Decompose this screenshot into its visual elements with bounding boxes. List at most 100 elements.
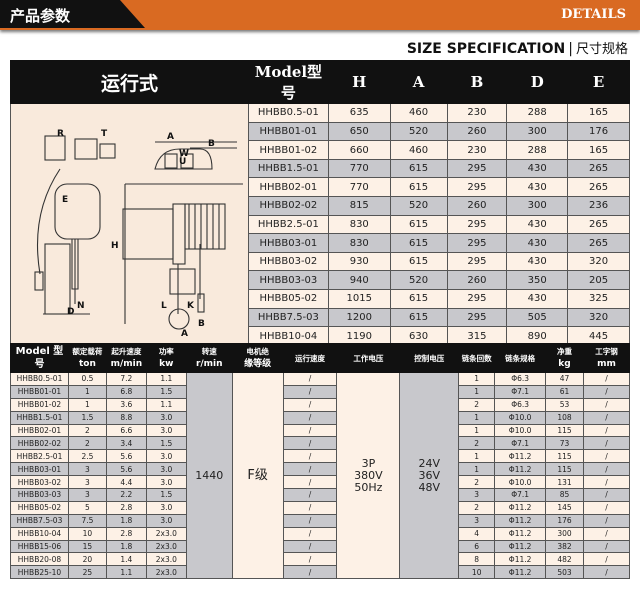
lift-speed-cell: 1.8: [105, 539, 147, 554]
model-cell: HHBB05-02: [247, 289, 329, 309]
load-cell: 2: [67, 436, 107, 451]
spec-table-row: HHBB03-01 3 5.6 3.0/1 Φ11.2 115/: [10, 462, 631, 477]
spec-table-row: HHBB01-01 1 6.8 1.5/1 Φ7.1 61/: [10, 384, 631, 399]
dimension-cell: 520: [389, 270, 448, 291]
dimension-cell: 650: [327, 121, 391, 142]
power-cell: 3.0: [145, 513, 187, 528]
travel-speed-cell: /: [282, 552, 338, 567]
model-cell: HHBB02-02: [247, 196, 329, 216]
spec-col-header: 链条回数: [458, 343, 496, 373]
dimension-cell: 430: [506, 214, 569, 235]
model-cell: HHBB03-03: [247, 270, 329, 291]
model-cell: HHBB02-02: [10, 436, 69, 451]
spec-table-row: HHBB05-02 5 2.8 3.0/2 Φ11.2 145/: [10, 500, 631, 515]
model-cell: HHBB7.5-03: [247, 307, 329, 328]
lift-speed-cell: 3.4: [105, 436, 147, 451]
control-voltage-line: 24V: [418, 456, 441, 470]
diagram-label: D: [67, 307, 74, 317]
dimension-cell: 635: [327, 103, 391, 123]
dimension-cell: 265: [567, 214, 630, 235]
spec-col-header: 功率 kw: [145, 343, 187, 373]
dimension-cell: 615: [389, 251, 448, 272]
dimension-cell: 300: [506, 196, 569, 216]
header-line-2: ton: [78, 359, 96, 369]
header-line-1: 额定载荷: [72, 347, 103, 356]
dimension-cell: 230: [446, 103, 508, 123]
dimension-cell: 295: [446, 233, 508, 253]
dimension-cell: 460: [389, 140, 448, 160]
lift-speed-cell: 2.8: [105, 500, 147, 515]
chain-falls-cell: 2: [458, 475, 496, 490]
load-cell: 2: [67, 423, 107, 438]
weight-cell: 382: [545, 539, 584, 554]
load-cell: 1.5: [67, 410, 107, 425]
power-cell: 2x3.0: [145, 552, 187, 567]
header-line-2: kg: [558, 359, 571, 369]
chain-falls-cell: 1: [458, 462, 496, 477]
section-banner: 产品参数 DETAILS: [0, 0, 640, 30]
weight-cell: 73: [545, 436, 584, 451]
travel-speed-cell: /: [282, 488, 338, 502]
dimension-cell: 320: [567, 307, 630, 328]
dimension-cell: 660: [327, 140, 391, 160]
travel-speed-cell: /: [282, 423, 338, 438]
load-cell: 2.5: [67, 449, 107, 464]
dimension-cell: 430: [506, 158, 569, 179]
model-cell: HHBB03-02: [10, 475, 69, 490]
lift-speed-cell: 5.6: [105, 449, 147, 464]
diagram-label: B: [198, 319, 205, 329]
spec-col-header: 运行速度: [282, 343, 338, 373]
lift-speed-cell: 1.8: [105, 513, 147, 528]
dimension-cell: 230: [446, 140, 508, 160]
chain-falls-cell: 6: [458, 539, 496, 554]
power-cell: 1.1: [145, 372, 187, 386]
control-voltage-line: 48V: [418, 480, 441, 494]
model-cell: HHBB01-01: [10, 384, 69, 399]
power-cell: 2x3.0: [145, 565, 187, 580]
power-cell: 3.0: [145, 410, 187, 425]
banner-title: 产品参数: [10, 7, 71, 25]
header-line-1: 电机绝: [246, 347, 269, 356]
dimension-cell: 350: [506, 270, 569, 291]
weight-cell: 176: [545, 513, 584, 528]
dimension-cell: 430: [506, 251, 569, 272]
banner-black-tab: [0, 0, 145, 28]
chain-spec-cell: Φ11.2: [494, 500, 547, 515]
diagram-label: A: [167, 132, 174, 142]
dimension-cell: 265: [567, 177, 630, 198]
spec-table-row: HHBB15-06 15 1.8 2x3.0/6 Φ11.2 382/: [10, 539, 631, 554]
power-cell: 3.0: [145, 423, 187, 438]
load-cell: 3: [67, 488, 107, 502]
chain-falls-cell: 1: [458, 372, 496, 386]
header-line-2: kw: [159, 359, 174, 369]
spec-table-row: HHBB02-02 2 3.4 1.5/2 Φ7.1 73/: [10, 436, 631, 451]
dimension-cell: 430: [506, 233, 569, 253]
weight-cell: 61: [545, 384, 584, 399]
chain-falls-cell: 2: [458, 436, 496, 451]
lift-speed-cell: 4.4: [105, 475, 147, 490]
lift-speed-cell: 1.4: [105, 552, 147, 567]
model-cell: HHBB2.5-01: [10, 449, 69, 464]
load-cell: 25: [67, 565, 107, 580]
diagram-label: H: [111, 241, 119, 251]
model-cell: HHBB01-01: [247, 121, 329, 142]
spec-table-row: HHBB10-04 10 2.8 2x3.0/4 Φ11.2 300/: [10, 526, 631, 541]
working-voltage-cell: 3P 380V 50Hz: [336, 371, 401, 580]
beam-cell: /: [582, 423, 631, 438]
diagram-label: B: [208, 139, 215, 149]
chain-spec-cell: Φ7.1: [494, 488, 547, 502]
dimension-cell: 295: [446, 251, 508, 272]
spec-table-row: HHBB7.5-03 7.5 1.8 3.0/3 Φ11.2 176/: [10, 513, 631, 528]
weight-cell: 115: [545, 423, 584, 438]
size-col-header: H: [327, 60, 391, 104]
size-col-header: A: [389, 60, 448, 104]
power-cell: 2x3.0: [145, 539, 187, 554]
chain-spec-cell: Φ11.2: [494, 513, 547, 528]
model-cell: HHBB15-06: [10, 539, 69, 554]
dimension-cell: 260: [446, 270, 508, 291]
size-spec-cn: 尺寸规格: [575, 42, 628, 57]
dimension-cell: 260: [446, 196, 508, 216]
diagram-label: T: [101, 129, 108, 139]
chain-falls-cell: 2: [458, 397, 496, 412]
